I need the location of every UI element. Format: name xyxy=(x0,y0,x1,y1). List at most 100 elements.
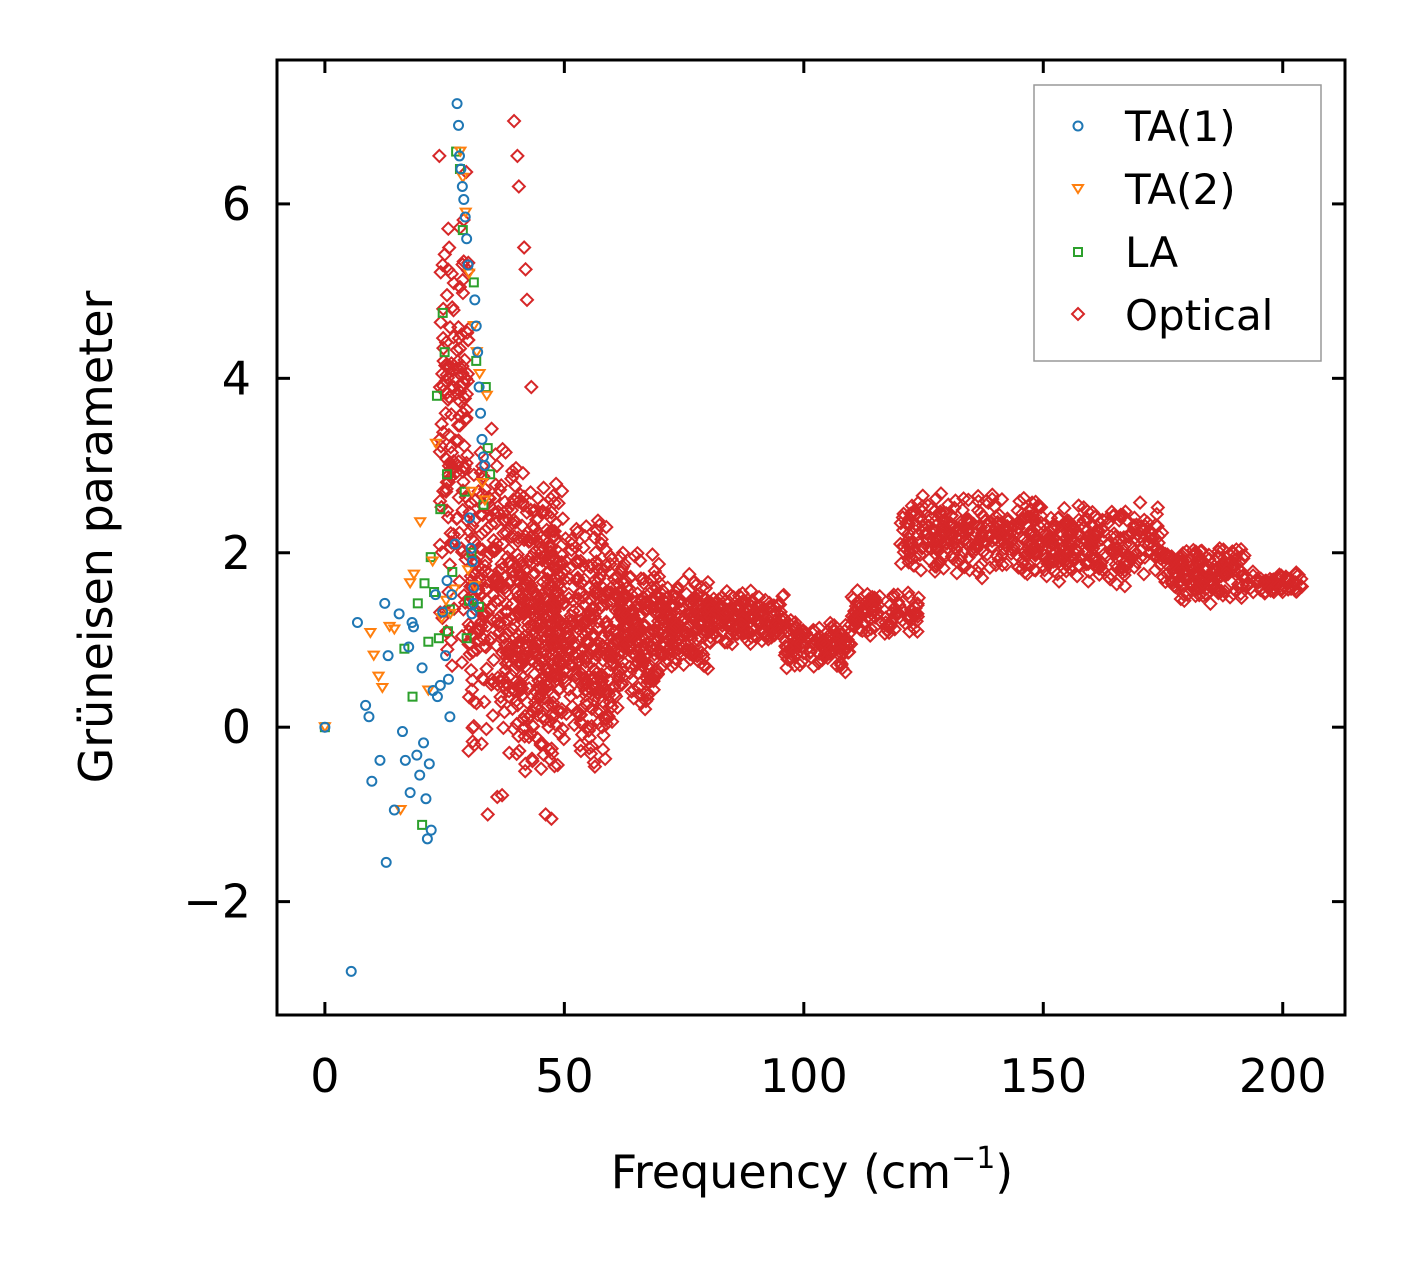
point-optical xyxy=(558,706,574,722)
point-optical xyxy=(509,635,525,651)
point-optical xyxy=(1010,525,1026,541)
point-optical xyxy=(971,559,987,575)
ticks-layer: 0 50 100 150 200 −2 0 2 4 6 xyxy=(183,60,1345,1103)
point-optical xyxy=(622,659,638,675)
point-optical xyxy=(602,548,618,564)
y-tick-label: 6 xyxy=(222,177,251,231)
point-optical xyxy=(1277,579,1292,595)
point-la xyxy=(429,587,440,598)
legend-marker-la xyxy=(1073,247,1083,257)
point-la xyxy=(435,504,446,515)
point-optical xyxy=(929,557,945,572)
point-optical xyxy=(589,523,605,539)
point-ta-2 xyxy=(439,595,453,607)
point-optical xyxy=(782,627,798,643)
point-optical xyxy=(631,687,647,702)
point-optical xyxy=(611,647,626,662)
point-ta-1 xyxy=(363,711,375,723)
point-optical xyxy=(1215,587,1231,603)
point-optical xyxy=(453,541,469,556)
point-optical xyxy=(1126,559,1142,575)
point-optical xyxy=(780,651,795,667)
point-optical xyxy=(569,521,584,537)
point-optical xyxy=(667,598,683,614)
point-optical xyxy=(1043,510,1059,526)
legend-label-optical: Optical xyxy=(1125,291,1273,340)
point-ta-2 xyxy=(465,486,479,498)
point-optical xyxy=(527,654,542,670)
point-optical xyxy=(548,633,564,649)
point-optical xyxy=(988,557,1004,573)
point-ta-2 xyxy=(382,621,397,633)
point-ta-1 xyxy=(421,833,433,845)
point-optical xyxy=(511,179,527,194)
point-optical xyxy=(596,727,611,743)
point-ta-1 xyxy=(458,194,470,206)
point-optical xyxy=(615,661,631,677)
point-optical xyxy=(657,594,673,610)
point-optical xyxy=(1031,499,1047,515)
legend-item-la: LA xyxy=(1073,228,1178,277)
point-optical xyxy=(1036,517,1052,533)
point-optical xyxy=(517,763,533,779)
point-ta-1 xyxy=(459,211,471,223)
point-optical xyxy=(594,536,610,552)
point-optical xyxy=(618,607,634,623)
point-optical xyxy=(441,427,457,443)
point-optical xyxy=(497,637,513,653)
point-optical xyxy=(588,545,604,560)
point-optical xyxy=(779,639,795,655)
point-optical xyxy=(1291,567,1307,583)
point-optical xyxy=(466,718,482,734)
point-ta-1 xyxy=(473,381,485,393)
point-optical xyxy=(1222,546,1238,562)
point-optical xyxy=(1078,524,1094,539)
point-optical xyxy=(446,601,462,617)
point-optical xyxy=(635,657,650,673)
point-optical xyxy=(574,575,590,591)
point-optical xyxy=(1232,554,1248,570)
point-optical xyxy=(486,652,502,668)
point-optical xyxy=(794,654,810,669)
point-optical xyxy=(1082,539,1098,555)
point-optical xyxy=(999,518,1015,534)
point-optical xyxy=(465,644,481,660)
point-optical xyxy=(1103,567,1119,582)
point-ta-1 xyxy=(393,608,405,620)
point-optical xyxy=(911,590,927,606)
point-ta-2 xyxy=(429,438,443,450)
point-ta-1 xyxy=(476,433,488,445)
point-optical xyxy=(465,734,481,749)
point-optical xyxy=(1019,566,1035,582)
point-optical xyxy=(576,540,591,556)
point-ta-1 xyxy=(403,641,415,653)
point-optical xyxy=(1073,549,1089,565)
legend: TA(1) TA(2) LA Optical xyxy=(1033,84,1322,362)
point-optical xyxy=(441,474,457,490)
legend-item-ta2: TA(2) xyxy=(1071,165,1236,214)
point-optical xyxy=(584,670,600,686)
point-ta-2 xyxy=(478,495,492,507)
point-optical xyxy=(434,416,450,432)
point-optical xyxy=(610,700,625,716)
point-optical xyxy=(615,612,630,628)
point-optical xyxy=(486,505,502,521)
point-optical xyxy=(1227,583,1243,599)
point-optical xyxy=(900,585,916,601)
point-optical xyxy=(659,590,675,606)
point-optical xyxy=(438,484,454,499)
point-ta-2 xyxy=(371,671,386,683)
point-optical xyxy=(1160,550,1175,566)
point-optical xyxy=(546,528,562,544)
point-optical xyxy=(723,587,739,603)
point-optical xyxy=(1176,593,1192,609)
point-optical xyxy=(506,564,521,579)
point-optical xyxy=(533,735,549,751)
point-optical xyxy=(850,593,866,609)
point-ta-1 xyxy=(380,856,392,868)
point-la xyxy=(482,443,493,454)
point-ta-1 xyxy=(388,804,400,816)
point-optical xyxy=(435,378,451,394)
point-optical xyxy=(1147,562,1163,578)
point-optical xyxy=(973,505,988,521)
